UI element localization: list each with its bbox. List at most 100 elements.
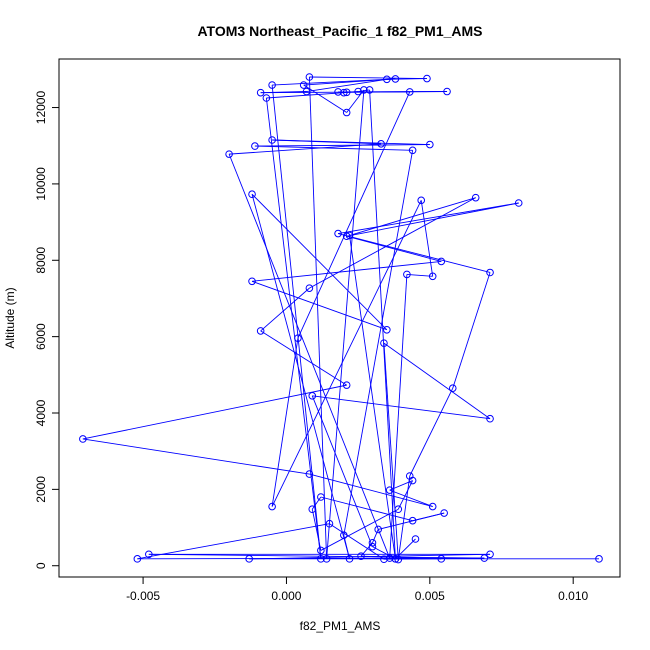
data-point xyxy=(405,472,414,480)
data-point xyxy=(408,146,417,155)
data-point xyxy=(368,542,377,551)
data-point xyxy=(383,75,391,84)
data-point xyxy=(440,509,448,517)
data-point xyxy=(299,81,308,89)
chart-title: ATOM3 Northeast_Pacific_1 f82_PM1_AMS xyxy=(197,23,482,39)
data-point xyxy=(305,73,314,81)
series-line-group xyxy=(82,76,599,560)
data-point xyxy=(423,74,431,83)
data-point xyxy=(354,87,362,96)
series-segment xyxy=(251,194,350,559)
data-point xyxy=(317,546,325,555)
data-point xyxy=(394,505,403,514)
data-point xyxy=(437,257,446,266)
data-point xyxy=(268,136,276,144)
data-point xyxy=(340,531,348,539)
x-tick-label: -0.005 xyxy=(126,589,160,603)
data-point xyxy=(417,196,426,205)
series-segment xyxy=(309,76,427,79)
data-point xyxy=(480,554,489,562)
data-point xyxy=(486,550,494,559)
series-segment xyxy=(389,489,433,507)
data-point xyxy=(342,108,351,117)
data-point xyxy=(79,435,87,443)
series-segment xyxy=(260,330,347,386)
data-point xyxy=(308,505,317,514)
data-point xyxy=(595,555,603,563)
y-tick-label: 2000 xyxy=(34,476,48,503)
series-segment xyxy=(397,480,414,510)
series-segment xyxy=(148,553,485,559)
series-segment xyxy=(266,92,344,99)
y-axis-label: Altitude (m) xyxy=(3,287,17,348)
data-point xyxy=(443,87,451,96)
y-tick-label: 0 xyxy=(34,562,48,569)
y-tick-label: 8000 xyxy=(34,247,48,274)
data-point xyxy=(317,493,325,501)
series-segment xyxy=(369,89,396,559)
series-segment xyxy=(452,272,491,389)
y-axis: 0 2000 4000 6000 8000 10000 12000 xyxy=(34,91,60,569)
series-segment xyxy=(311,496,322,510)
data-point xyxy=(486,414,494,423)
series-segment xyxy=(271,84,322,559)
data-point xyxy=(268,502,276,511)
series-segment xyxy=(360,542,373,557)
data-point xyxy=(308,392,317,400)
series-segment xyxy=(265,97,322,559)
data-point xyxy=(225,150,233,158)
series-segment xyxy=(326,89,365,559)
x-tick-label: 0.000 xyxy=(271,589,301,603)
data-point xyxy=(342,88,351,97)
series-segment xyxy=(303,84,347,113)
data-point xyxy=(377,140,385,148)
data-point xyxy=(248,190,256,199)
series-segment xyxy=(251,260,442,282)
series-segment xyxy=(395,538,416,560)
series-segment xyxy=(271,338,299,507)
data-point xyxy=(448,384,457,392)
series-segment xyxy=(406,273,433,277)
series-segment xyxy=(260,91,307,94)
data-point xyxy=(340,88,348,97)
series-segment xyxy=(311,395,373,547)
y-tick-label: 6000 xyxy=(34,323,48,350)
series-segment xyxy=(346,202,519,237)
series-segment xyxy=(409,387,454,477)
series-segment xyxy=(309,197,476,289)
data-point xyxy=(133,555,142,563)
data-point xyxy=(302,87,311,96)
data-point xyxy=(342,232,351,241)
data-point xyxy=(486,268,494,277)
series-segment xyxy=(320,496,413,522)
series-segment xyxy=(329,523,385,560)
data-point xyxy=(403,270,411,279)
series-segment xyxy=(312,395,491,420)
plot-frame xyxy=(58,58,621,578)
data-point xyxy=(345,231,354,240)
series-segment xyxy=(320,508,399,551)
y-tick-label: 12000 xyxy=(34,91,48,125)
data-point xyxy=(405,88,414,96)
data-point xyxy=(437,555,446,563)
series-segment xyxy=(343,91,359,94)
series-segment xyxy=(343,535,350,559)
series-segment xyxy=(254,144,430,147)
data-point xyxy=(394,555,403,564)
data-point xyxy=(426,140,434,149)
data-point xyxy=(342,381,351,389)
data-point xyxy=(334,229,342,238)
series-segment xyxy=(358,89,370,92)
data-point xyxy=(268,81,276,89)
series-segment xyxy=(272,78,396,86)
series-segment xyxy=(82,384,347,440)
data-point xyxy=(322,555,331,563)
data-point xyxy=(408,516,417,525)
data-point xyxy=(256,327,265,335)
series-segment xyxy=(254,145,413,151)
data-point xyxy=(262,94,271,102)
series-segment xyxy=(309,473,433,507)
series-segment xyxy=(228,153,391,559)
series-segment xyxy=(272,139,382,145)
